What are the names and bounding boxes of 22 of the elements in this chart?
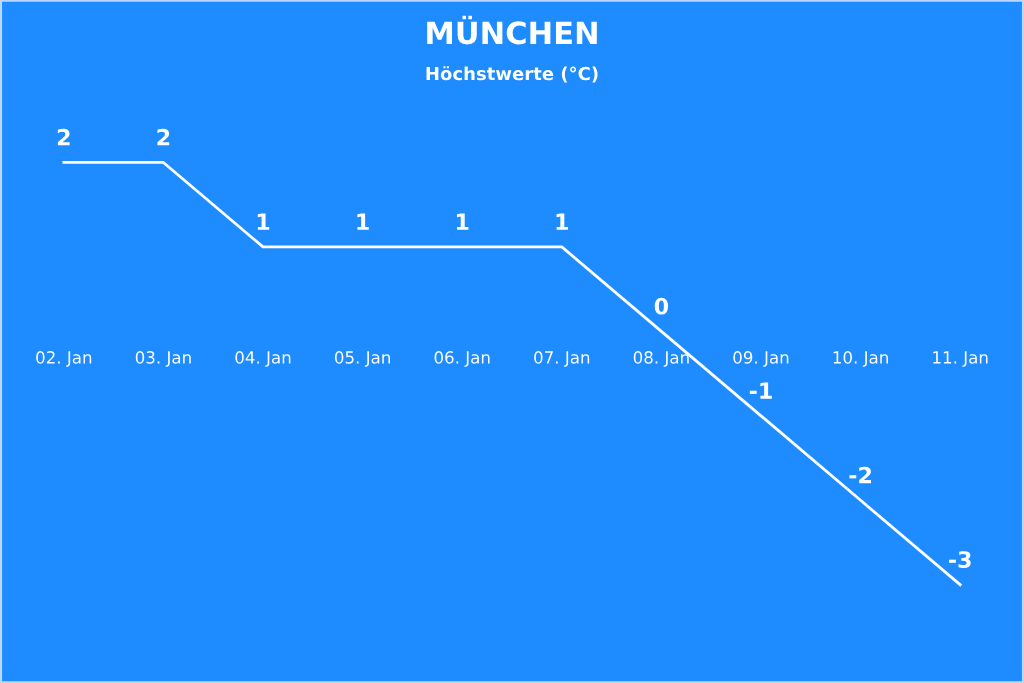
x-tick-label: 07. Jan <box>534 351 590 367</box>
data-label: 1 <box>556 213 568 230</box>
x-tick-label: 04. Jan <box>235 351 291 367</box>
data-label: 2 <box>157 128 170 146</box>
data-label: 1 <box>456 213 469 230</box>
data-label: 1 <box>357 213 369 230</box>
x-tick-label: 02. Jan <box>36 351 92 367</box>
x-tick-label: 08. Jan <box>633 351 689 367</box>
x-tick-label: 09. Jan <box>733 351 789 367</box>
x-tick-label: 03. Jan <box>135 351 191 367</box>
data-label: -1 <box>749 382 772 399</box>
data-label: 2 <box>57 128 70 146</box>
x-tick-label: 10. Jan <box>833 351 888 367</box>
chart-subtitle: Höchstwerte (°C) <box>426 66 598 83</box>
x-tick-label: 06. Jan <box>434 351 490 367</box>
data-label: 0 <box>654 297 669 315</box>
chart-title: MÜNCHEN <box>427 15 597 45</box>
data-label: 1 <box>257 213 270 230</box>
data-label: -3 <box>949 551 971 568</box>
data-label: -2 <box>849 466 871 484</box>
x-tick-label: 05. Jan <box>334 351 390 367</box>
x-tick-label: 11. Jan <box>933 351 988 367</box>
